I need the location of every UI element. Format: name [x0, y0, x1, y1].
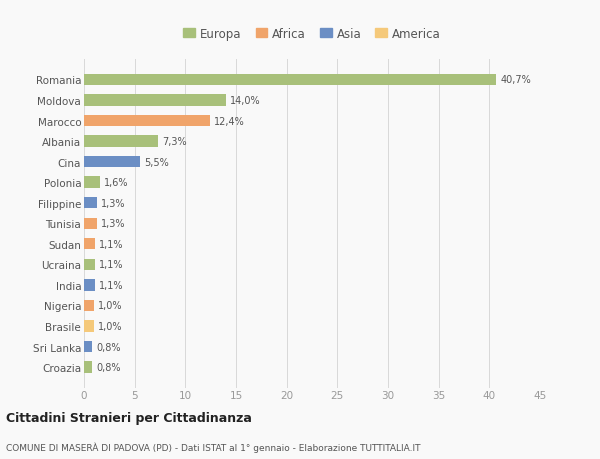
- Bar: [84, 341, 92, 353]
- Text: 1,3%: 1,3%: [101, 198, 126, 208]
- Bar: [84, 177, 100, 188]
- Bar: [84, 198, 97, 209]
- Bar: [84, 259, 95, 270]
- Bar: [84, 239, 95, 250]
- Text: Cittadini Stranieri per Cittadinanza: Cittadini Stranieri per Cittadinanza: [6, 412, 252, 425]
- Bar: [84, 157, 140, 168]
- Text: 0,8%: 0,8%: [96, 342, 121, 352]
- Text: 1,1%: 1,1%: [99, 260, 124, 270]
- Bar: [84, 136, 158, 147]
- Bar: [84, 218, 97, 230]
- Text: 14,0%: 14,0%: [230, 96, 260, 106]
- Text: 1,0%: 1,0%: [98, 301, 122, 311]
- Bar: [84, 300, 94, 311]
- Text: 1,1%: 1,1%: [99, 280, 124, 290]
- Text: 1,0%: 1,0%: [98, 321, 122, 331]
- Text: 1,1%: 1,1%: [99, 239, 124, 249]
- Bar: [84, 95, 226, 106]
- Bar: [84, 116, 209, 127]
- Text: COMUNE DI MASERÀ DI PADOVA (PD) - Dati ISTAT al 1° gennaio - Elaborazione TUTTIT: COMUNE DI MASERÀ DI PADOVA (PD) - Dati I…: [6, 442, 421, 452]
- Text: 0,8%: 0,8%: [96, 362, 121, 372]
- Bar: [84, 362, 92, 373]
- Legend: Europa, Africa, Asia, America: Europa, Africa, Asia, America: [179, 23, 445, 45]
- Text: 5,5%: 5,5%: [144, 157, 169, 167]
- Text: 7,3%: 7,3%: [162, 137, 187, 147]
- Text: 1,3%: 1,3%: [101, 219, 126, 229]
- Bar: [84, 321, 94, 332]
- Bar: [84, 75, 496, 86]
- Text: 40,7%: 40,7%: [500, 75, 531, 85]
- Text: 1,6%: 1,6%: [104, 178, 129, 188]
- Bar: [84, 280, 95, 291]
- Text: 12,4%: 12,4%: [214, 116, 244, 126]
